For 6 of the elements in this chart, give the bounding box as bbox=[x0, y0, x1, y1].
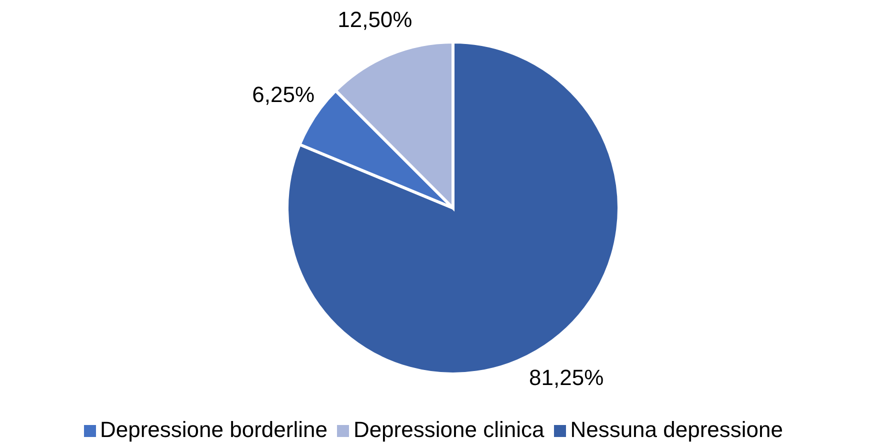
legend-label: Nessuna depressione bbox=[570, 417, 784, 442]
data-label: 81,25% bbox=[529, 365, 604, 390]
data-label: 6,25% bbox=[252, 82, 315, 108]
legend-label: Depressione clinica bbox=[353, 417, 544, 442]
data-label: 12,50% bbox=[338, 7, 412, 32]
legend-label: Depressione borderline bbox=[100, 417, 328, 442]
